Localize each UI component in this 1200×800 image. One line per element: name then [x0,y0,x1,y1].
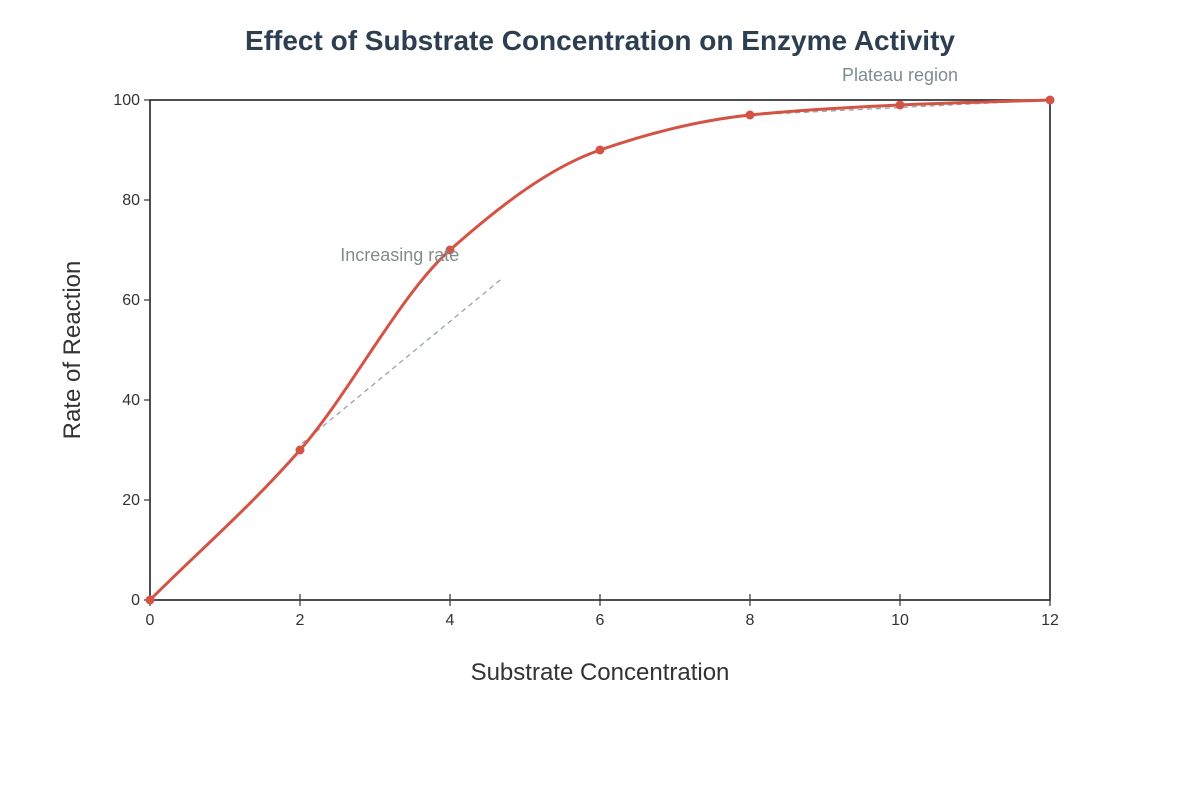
annotation-label: Plateau region [842,65,958,85]
chart-title: Effect of Substrate Concentration on Enz… [245,25,955,56]
x-tick-label: 2 [296,612,305,629]
y-tick-label: 20 [122,492,140,509]
y-tick-label: 100 [113,92,140,109]
y-tick-label: 0 [131,592,140,609]
data-point [1045,95,1055,105]
y-tick-label: 80 [122,192,140,209]
plot-frame [149,99,1051,601]
x-tick-label: 6 [596,612,605,629]
annotation-arrow [299,279,501,446]
annotation-label: Increasing rate [340,245,459,265]
y-tick-label: 60 [122,292,140,309]
data-point [445,245,455,255]
x-axis-label: Substrate Concentration [471,659,730,686]
x-axis-ticks: 0 2 4 6 8 10 12 [146,594,1059,629]
annotation-arrows [299,99,1051,446]
data-point [295,445,305,455]
data-point [595,145,605,155]
x-tick-label: 4 [446,612,455,629]
y-axis-label: Rate of Reaction [59,261,86,440]
annotation-texts: Increasing rate Plateau region [340,65,958,265]
series-line [148,98,1052,602]
x-tick-label: 0 [146,612,155,629]
x-tick-label: 12 [1041,612,1059,629]
data-point [895,100,905,110]
y-axis-ticks: 0 20 40 60 80 100 [113,92,150,609]
x-tick-label: 8 [746,612,755,629]
series-layer [145,95,1055,605]
data-point [745,110,755,120]
x-tick-label: 10 [891,612,909,629]
y-tick-label: 40 [122,392,140,409]
data-point [145,595,155,605]
